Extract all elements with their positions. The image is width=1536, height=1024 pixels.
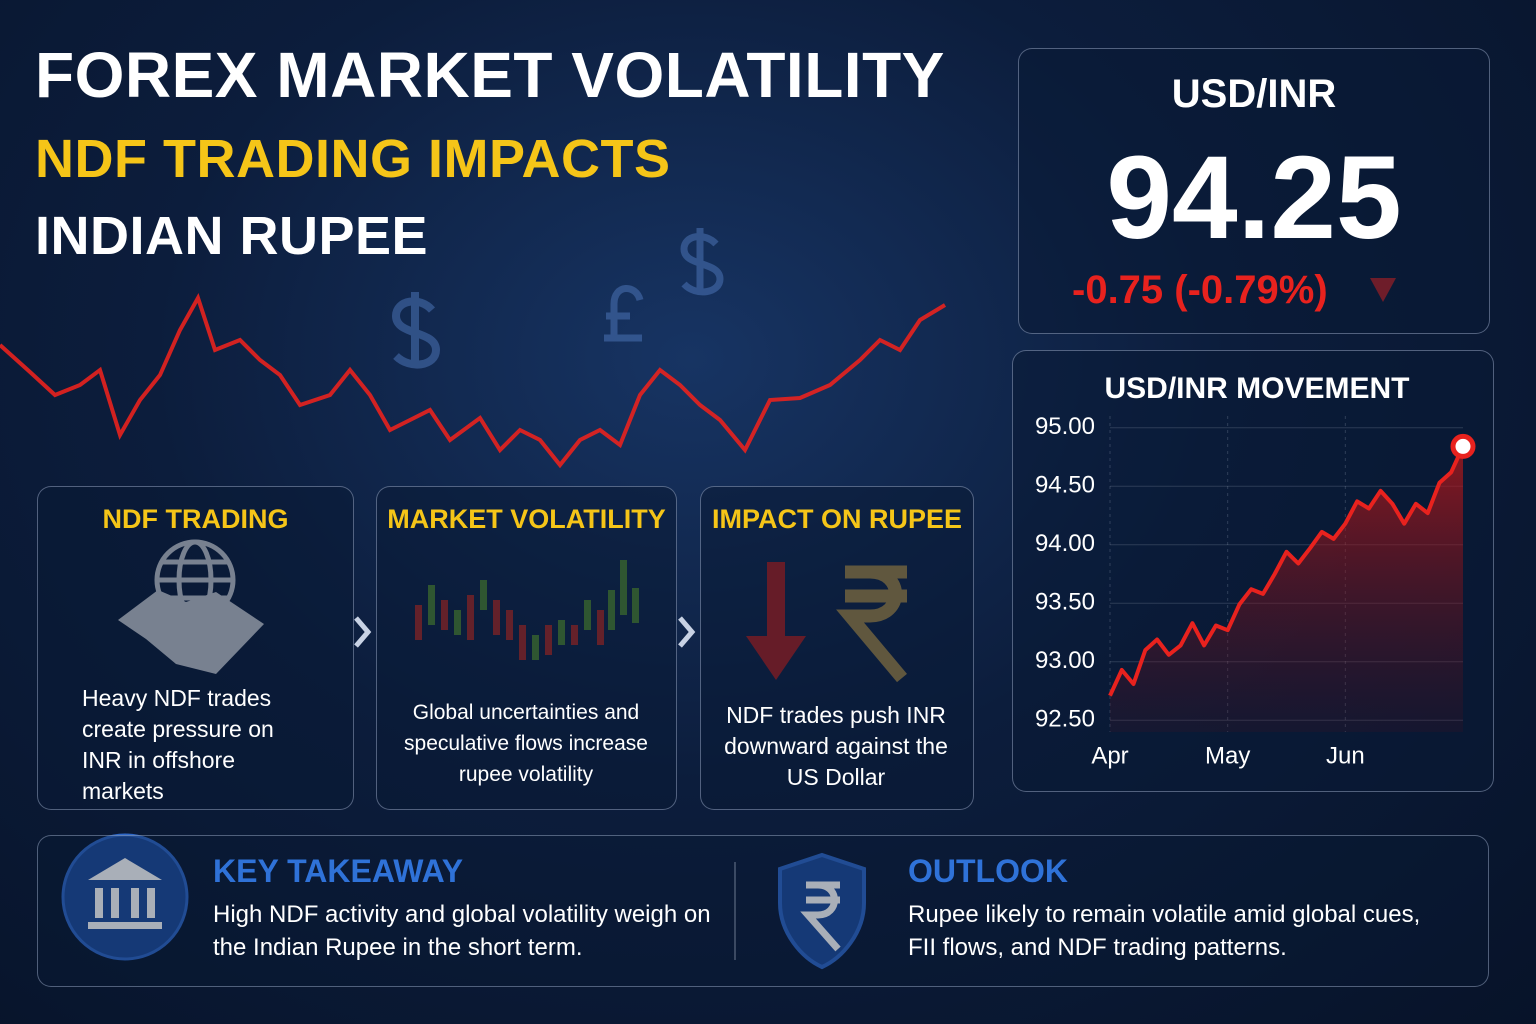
- pound-sign: [604, 285, 644, 342]
- subtitle: NDF TRADING IMPACTS: [35, 129, 671, 189]
- dollar-sign: [680, 228, 724, 296]
- card: [700, 486, 974, 810]
- decor-line: [0, 293, 947, 469]
- y-tick-label: 95.00: [1035, 413, 1095, 440]
- card-title: NDF TRADING: [102, 504, 289, 534]
- y-tick-label: 93.50: [1035, 589, 1095, 616]
- line: [1108, 445, 1465, 697]
- y-tick-label: 92.50: [1035, 706, 1095, 733]
- takeaway-title: KEY TAKEAWAY: [213, 853, 464, 889]
- change: -0.75 (-0.79%): [1072, 268, 1328, 312]
- card-text: Heavy NDF trades create pressure on INR …: [82, 685, 274, 804]
- x-tick-label: Jun: [1326, 742, 1365, 769]
- pair: USD/INR: [1171, 72, 1337, 116]
- quote-box: [1018, 48, 1490, 334]
- chevrons: [354, 616, 696, 648]
- currency-decor: [391, 228, 724, 369]
- dollar-sign: [391, 292, 441, 369]
- card-text: NDF trades push INR downward against the…: [724, 702, 948, 790]
- title: FOREX MARKET VOLATILITY: [35, 39, 945, 111]
- bottom-box: [37, 835, 1489, 987]
- card: [37, 486, 354, 810]
- price: 94.25: [1106, 132, 1402, 264]
- card-title: IMPACT ON RUPEE: [711, 504, 962, 534]
- x-tick-label: Apr: [1091, 742, 1128, 769]
- card: [376, 486, 677, 810]
- subtitle2: INDIAN RUPEE: [35, 206, 429, 266]
- area: [1110, 446, 1463, 732]
- x-tick-label: May: [1205, 742, 1250, 769]
- y-tick-label: 93.00: [1035, 647, 1095, 674]
- outlook-title: OUTLOOK: [908, 853, 1068, 889]
- shield-rupee: [800, 881, 841, 952]
- end-point: [1450, 433, 1476, 459]
- card-title: MARKET VOLATILITY: [387, 504, 666, 534]
- shield-icon: [778, 852, 866, 970]
- bank-icon: [88, 858, 162, 929]
- y-tick-label: 94.00: [1035, 530, 1095, 557]
- card-text: Global uncertainties and speculative flo…: [404, 701, 648, 786]
- y-tick-label: 94.50: [1035, 472, 1095, 499]
- takeaway-text: High NDF activity and global volatility …: [213, 901, 711, 961]
- outlook-text: Rupee likely to remain volatile amid glo…: [908, 901, 1421, 961]
- chart-title: USD/INR MOVEMENT: [1104, 372, 1409, 405]
